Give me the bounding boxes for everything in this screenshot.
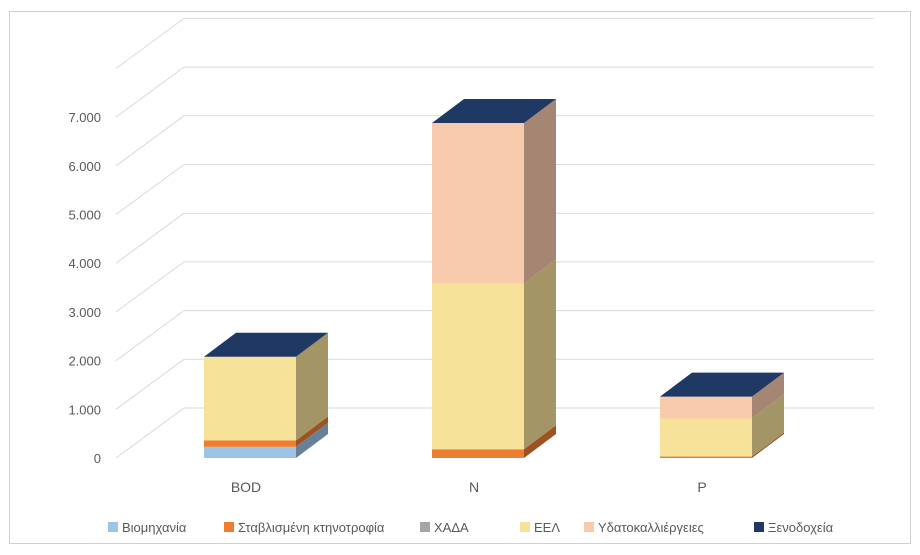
gridline-diag — [115, 407, 185, 459]
legend-label: Ξενοδοχεία — [768, 520, 834, 535]
legend-swatch — [108, 522, 118, 532]
y-tick-label: 6.000 — [68, 159, 101, 174]
bar-segment-front — [660, 456, 752, 458]
y-tick-label: 0 — [94, 451, 101, 466]
bar-segment-front — [204, 356, 296, 441]
legend-label: ΕΕΛ — [534, 520, 560, 535]
bar-top-cap — [204, 332, 328, 357]
gridline-diag — [115, 212, 185, 264]
legend-swatch — [754, 522, 764, 532]
bar-segment-front — [432, 449, 524, 458]
y-tick-label: 7.000 — [68, 110, 101, 125]
gridline-diag — [115, 66, 185, 118]
gridline-diag — [115, 310, 185, 362]
y-tick-label: 3.000 — [68, 305, 101, 320]
bar-segment-side — [752, 432, 784, 458]
bar-top-cap — [660, 372, 784, 397]
category-label: P — [697, 479, 706, 495]
gridline-diag — [115, 17, 185, 69]
legend-swatch — [520, 522, 530, 532]
legend-label: Βιομηχανία — [122, 520, 187, 535]
legend-swatch — [420, 522, 430, 532]
bar-segment-front — [432, 122, 524, 284]
category-label: BOD — [231, 479, 261, 495]
bar-segment-front — [660, 418, 752, 457]
y-tick-label: 5.000 — [68, 208, 101, 223]
bar-segment-side — [296, 422, 328, 458]
bar-segment-side — [752, 394, 784, 457]
gridline-diag — [115, 115, 185, 167]
bar-segment-side — [752, 372, 784, 419]
bar-segment-front — [204, 446, 296, 458]
legend-label: ΧΑΔΑ — [434, 520, 469, 535]
legend-swatch — [584, 522, 594, 532]
bar-segment-side — [296, 416, 328, 447]
bar-segment-side — [524, 259, 556, 450]
gridline-diag — [115, 164, 185, 215]
gridline-diag — [115, 261, 185, 313]
bar-segment-front — [432, 283, 524, 450]
y-tick-label: 2.000 — [68, 354, 101, 369]
bar-segment-side — [296, 332, 328, 441]
bar-segment-side — [524, 98, 556, 284]
y-tick-label: 1.000 — [68, 402, 101, 417]
gridline-diag — [115, 358, 185, 410]
category-label: N — [469, 479, 479, 495]
legend-label: Υδατοκαλλιέργειες — [598, 520, 704, 535]
legend-swatch — [224, 522, 234, 532]
y-tick-label: 4.000 — [68, 256, 101, 271]
bar-top-cap — [432, 98, 556, 123]
bar-segment-side — [524, 425, 556, 458]
bar-segment-front — [204, 440, 296, 447]
legend-label: Σταβλισμένη κτηνοτροφία — [238, 520, 385, 535]
bar-segment-front — [660, 396, 752, 419]
